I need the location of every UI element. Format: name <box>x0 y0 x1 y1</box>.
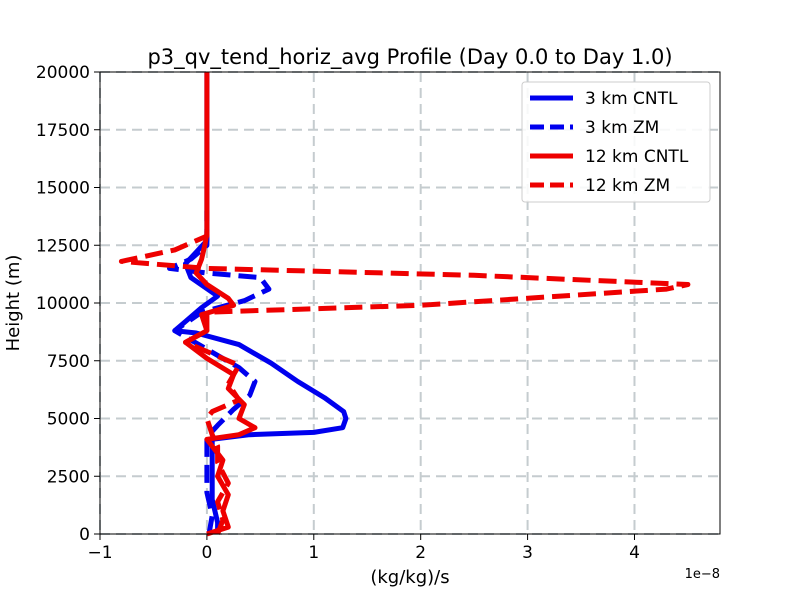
x-tick-label: 2 <box>415 543 426 563</box>
x-tick-label: 1 <box>308 543 319 563</box>
legend-box <box>521 81 711 203</box>
series-line-2 <box>167 210 272 535</box>
legend-label: 3 km ZM <box>585 118 659 138</box>
series-line-4 <box>118 224 691 535</box>
y-tick-label: 0 <box>79 525 90 545</box>
series-lines <box>118 72 691 537</box>
x-tick-label: 0 <box>201 543 212 563</box>
y-axis-ticks: 0 2500 5000 7500 10000 12500 15000 17500 20000 <box>36 63 100 545</box>
legend: 3 km CNTL 3 km ZM 12 km CNTL 12 km ZM <box>521 81 711 203</box>
y-tick-label: 10000 <box>36 294 90 314</box>
y-tick-label: 2500 <box>47 467 90 487</box>
y-tick-label: 12500 <box>36 236 90 256</box>
y-tick-label: 7500 <box>47 352 90 372</box>
series-line-3 <box>183 72 258 537</box>
x-tick-label: −1 <box>87 543 112 563</box>
legend-label: 12 km ZM <box>585 176 670 196</box>
y-tick-label: 15000 <box>36 179 90 199</box>
legend-label: 3 km CNTL <box>585 89 678 109</box>
y-tick-label: 20000 <box>36 63 90 83</box>
x-axis-offset-label: 1e−8 <box>685 567 720 582</box>
chart-title: p3_qv_tend_horiz_avg Profile (Day 0.0 to… <box>147 45 672 70</box>
legend-label: 12 km CNTL <box>585 147 689 167</box>
x-axis-label: (kg/kg)/s <box>370 567 449 588</box>
y-axis-label: Height (m) <box>3 255 24 352</box>
x-tick-label: 4 <box>629 543 640 563</box>
y-tick-label: 5000 <box>47 410 90 430</box>
x-tick-label: 3 <box>522 543 533 563</box>
x-axis-ticks: −1 0 1 2 3 4 <box>87 534 640 563</box>
y-tick-label: 17500 <box>36 121 90 141</box>
